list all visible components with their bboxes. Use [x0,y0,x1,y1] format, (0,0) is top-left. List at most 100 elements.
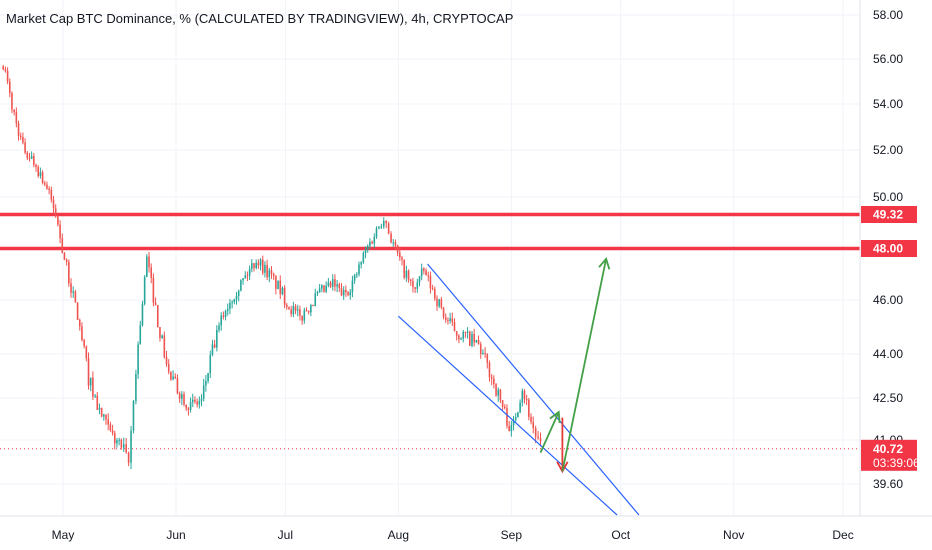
candle [85,345,88,362]
candle [224,309,227,321]
candle [438,298,440,309]
candle [338,282,341,293]
candle [420,263,423,281]
candle [72,286,75,298]
candle [488,360,491,382]
candle [198,396,201,409]
candle [202,379,205,402]
candle [294,303,297,315]
candle [200,394,203,407]
candle [235,292,238,305]
candle [345,285,347,297]
candle [272,272,275,280]
candle [279,275,282,300]
candle [329,280,332,289]
arrow-drawing[interactable] [561,256,611,472]
candle [194,396,196,404]
candle [89,377,92,392]
candle [466,327,469,339]
candle [512,415,515,431]
candle [161,334,163,339]
candle [464,331,467,338]
candle [303,307,306,324]
candle [458,334,460,344]
horizontal-levels [0,212,860,450]
candle [497,387,500,402]
candle [310,303,312,317]
candle [387,221,390,235]
candle [65,258,68,266]
candle [41,170,44,185]
candle [473,328,475,347]
x-tick-label: Jul [278,528,293,542]
candle [299,305,301,321]
candle [226,303,229,316]
candle [321,284,323,293]
candle [246,271,249,282]
candle [371,240,373,245]
candle [30,151,33,160]
price-axis[interactable]: 58.00 56.00 54.00 52.00 50.00 46.00 44.00 42.50… [0,0,932,517]
candle [405,265,408,282]
candle [312,304,314,307]
candle [414,286,416,293]
candle [270,266,273,279]
candle [87,352,90,390]
level-price-tag-bg [861,206,917,224]
candle [266,259,268,281]
candle [401,255,403,266]
candle [94,393,96,399]
candle [501,400,504,411]
candle [296,304,299,317]
candle [57,214,59,227]
channel-lower-line[interactable] [397,315,618,516]
y-tick-label: 56.00 [873,52,903,66]
candle [146,254,148,278]
candle [163,331,166,359]
candle [259,258,262,271]
candle [444,313,447,323]
candle [191,393,194,408]
candle [209,350,212,379]
y-tick-label: 54.00 [873,97,903,111]
candle [139,320,142,345]
candle [301,315,303,325]
time-axis[interactable]: May Jun Jul Aug Sep Oct Nov Dec [52,528,854,542]
candle [37,165,40,178]
candle [427,271,430,282]
level-price-tag-bg [861,240,917,257]
arrow-drawing[interactable] [539,410,561,453]
candle [539,432,542,447]
candle [425,268,427,276]
candle [43,180,46,187]
candle [216,325,218,352]
candle [156,304,159,328]
candle [412,277,414,293]
candle [396,244,399,257]
candle [407,269,410,283]
candle [356,272,358,279]
candle [340,283,343,297]
candle [172,370,174,381]
candle [453,318,456,332]
level-price-label: 49.32 [873,208,903,222]
candle [506,404,508,429]
candle [205,375,207,392]
candle [2,64,5,71]
candle [185,404,188,411]
candle [358,261,360,277]
candle [286,302,288,310]
candle [109,421,112,432]
candle [525,394,528,406]
candle [22,132,24,145]
candle [244,271,247,279]
candle [78,318,81,331]
candle [152,273,155,307]
candle [342,286,345,300]
channel-upper-line[interactable] [427,263,640,516]
candle [364,246,367,259]
drawings [397,256,640,516]
candle [283,285,286,309]
candle [290,305,292,317]
